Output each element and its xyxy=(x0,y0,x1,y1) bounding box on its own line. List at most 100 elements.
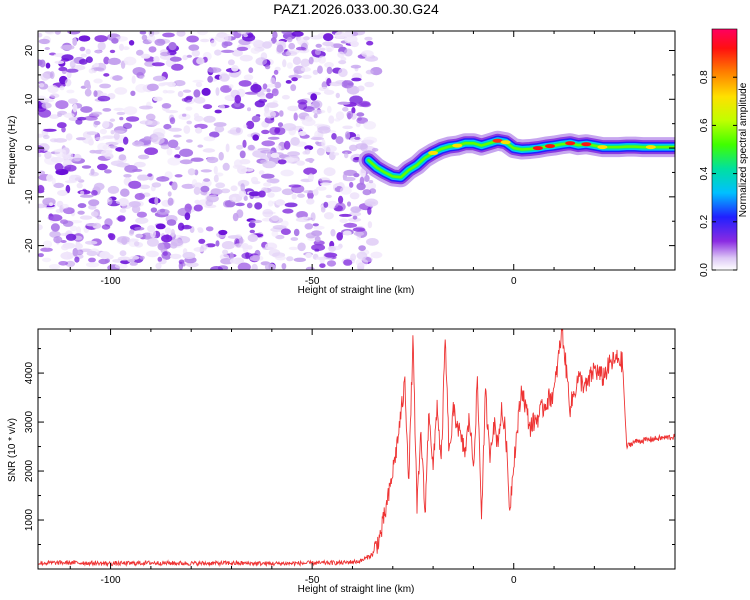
noise-blob xyxy=(242,139,247,148)
noise-blob xyxy=(121,237,128,245)
snr-panel: -100 -50 0 1000 2000 3000 4000 Height of strai… xyxy=(7,328,676,595)
noise-blob xyxy=(325,194,332,199)
noise-blob xyxy=(104,169,112,174)
noise-blob xyxy=(287,105,299,112)
noise-blob xyxy=(77,210,85,215)
noise-blob xyxy=(98,258,109,265)
noise-blob xyxy=(167,197,174,206)
noise-blob xyxy=(322,41,334,47)
noise-blob xyxy=(300,216,309,220)
noise-blob xyxy=(234,94,242,104)
noise-blob xyxy=(182,89,192,93)
noise-blob xyxy=(288,184,302,188)
noise-blob xyxy=(328,151,336,161)
noise-blob xyxy=(76,226,81,235)
noise-blob xyxy=(223,200,231,208)
noise-blob xyxy=(76,182,83,189)
noise-blob xyxy=(248,67,254,74)
noise-blob xyxy=(349,95,363,104)
noise-blob xyxy=(264,64,271,70)
noise-blob xyxy=(130,255,140,260)
noise-blob xyxy=(270,37,277,44)
noise-blob xyxy=(64,78,72,87)
noise-blob xyxy=(61,244,69,251)
signal-track-band xyxy=(367,139,675,179)
noise-blob xyxy=(346,111,354,119)
noise-blob xyxy=(243,195,248,201)
noise-blob xyxy=(57,112,63,118)
noise-blob xyxy=(167,139,179,149)
noise-blob xyxy=(45,31,56,35)
noise-blob xyxy=(42,257,52,263)
noise-blob xyxy=(309,35,323,40)
noise-blob xyxy=(214,49,222,56)
noise-blob xyxy=(119,250,127,257)
noise-blob xyxy=(72,37,78,46)
noise-blob xyxy=(265,242,278,251)
noise-blob xyxy=(258,190,266,198)
noise-blob xyxy=(319,182,331,186)
noise-blob xyxy=(221,241,235,250)
noise-blob xyxy=(192,79,204,83)
y-tick-label: 0 xyxy=(24,145,35,151)
noise-blob xyxy=(150,229,156,238)
noise-blob xyxy=(316,186,327,191)
noise-blob xyxy=(213,165,218,175)
noise-blob xyxy=(247,234,258,242)
noise-blob xyxy=(191,49,200,57)
noise-blob xyxy=(225,143,230,153)
noise-blob xyxy=(102,108,112,112)
noise-blob xyxy=(258,170,265,175)
noise-blob xyxy=(85,56,93,63)
noise-blob xyxy=(335,111,345,120)
noise-blob xyxy=(326,66,333,75)
noise-blob xyxy=(370,67,383,76)
noise-blob xyxy=(188,44,200,51)
noise-blob xyxy=(38,145,45,154)
noise-blob xyxy=(326,47,332,52)
noise-blob xyxy=(134,193,145,200)
noise-blob xyxy=(190,157,204,162)
noise-blob xyxy=(227,59,235,66)
colorbar-ticks: 0.0 0.2 0.4 0.6 0.8 xyxy=(699,70,737,277)
noise-blob xyxy=(251,115,261,123)
noise-blob xyxy=(356,182,366,191)
noise-blob xyxy=(230,72,240,78)
noise-blob xyxy=(91,211,99,217)
noise-blob xyxy=(333,184,338,188)
noise-blob xyxy=(105,141,119,146)
noise-blob xyxy=(337,51,345,58)
noise-blob xyxy=(361,50,374,58)
noise-blob xyxy=(291,31,304,37)
noise-blob xyxy=(117,256,131,261)
noise-blob xyxy=(99,128,107,135)
y-tick-label: 2000 xyxy=(24,459,35,482)
noise-blob xyxy=(270,152,280,158)
noise-blob xyxy=(107,57,121,65)
noise-blob xyxy=(293,112,298,121)
noise-blob xyxy=(230,185,238,192)
noise-blob xyxy=(159,208,166,213)
noise-blob xyxy=(51,177,56,185)
y-tick-label: 10 xyxy=(24,93,35,105)
noise-blob xyxy=(203,136,216,142)
noise-blob xyxy=(305,115,312,122)
noise-blob xyxy=(291,193,297,200)
noise-blob xyxy=(132,67,146,76)
noise-blob xyxy=(240,183,245,192)
noise-blob xyxy=(245,168,254,172)
noise-blob xyxy=(109,118,116,122)
noise-blob xyxy=(41,102,52,109)
y-tick-label: 20 xyxy=(24,45,35,57)
noise-blob xyxy=(81,165,92,169)
noise-blob xyxy=(290,137,300,146)
y-tick-label: -20 xyxy=(24,238,35,253)
noise-blob xyxy=(222,249,229,255)
noise-blob xyxy=(67,98,78,104)
noise-blob xyxy=(205,226,214,232)
noise-blob xyxy=(63,207,75,215)
noise-blob xyxy=(273,69,279,75)
noise-blob xyxy=(99,83,111,89)
noise-blob xyxy=(210,39,217,47)
noise-blob xyxy=(113,107,125,111)
